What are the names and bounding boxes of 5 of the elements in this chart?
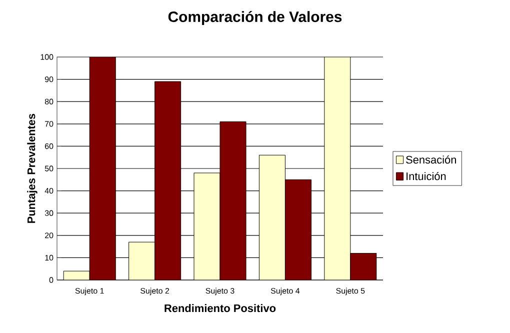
x-axis-title: Rendimiento Positivo xyxy=(164,304,276,312)
y-axis-title: Puntajes Prevalentes xyxy=(27,114,38,223)
chart-title: Comparación de Valores xyxy=(168,10,342,26)
legend-label: Intuición xyxy=(406,172,446,180)
legend-label: Sensación xyxy=(406,155,456,164)
